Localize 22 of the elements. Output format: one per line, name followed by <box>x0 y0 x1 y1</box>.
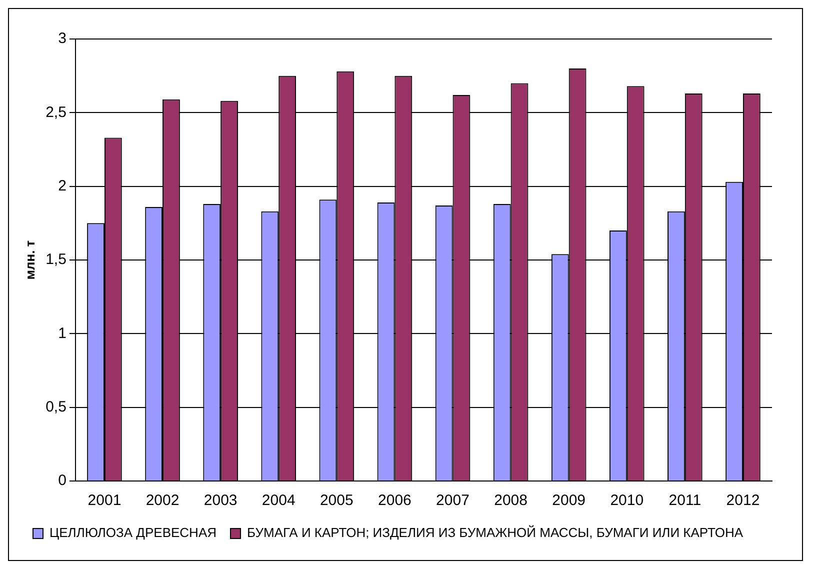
x-tick-label: 2001 <box>88 492 122 510</box>
y-tick-label: 1,5 <box>46 251 66 268</box>
x-tick-label: 2010 <box>610 492 644 510</box>
y-tick-label: 2 <box>58 177 66 194</box>
y-tick-label: 1 <box>58 324 66 342</box>
y-tick-label: 0 <box>58 472 66 490</box>
x-tick-label: 2012 <box>726 492 760 510</box>
x-tick-label: 2009 <box>552 492 586 510</box>
x-tick-label: 2005 <box>320 492 354 510</box>
legend-label: БУМАГА И КАРТОН; ИЗДЕЛИЯ ИЗ БУМАЖНОЙ МАССЫ, БУМАГИ ИЛИ КАРТОНА <box>247 525 744 540</box>
x-tick-label: 2007 <box>436 492 470 510</box>
y-tick-label: 0,5 <box>46 398 66 416</box>
x-tick-label: 2011 <box>668 492 702 510</box>
x-tick-label: 2003 <box>204 492 238 510</box>
x-tick-label: 2002 <box>146 492 180 510</box>
x-tick-label: 2006 <box>378 492 412 510</box>
x-tick-label: 2004 <box>262 492 296 510</box>
x-tick-label: 2008 <box>494 492 528 510</box>
y-tick-label: 3 <box>58 30 66 48</box>
y-axis-title: млн. т <box>22 240 38 280</box>
legend-label: ЦЕЛЛЮЛОЗА ДРЕВЕСНАЯ <box>50 525 217 540</box>
y-tick-label: 2,5 <box>46 104 66 121</box>
